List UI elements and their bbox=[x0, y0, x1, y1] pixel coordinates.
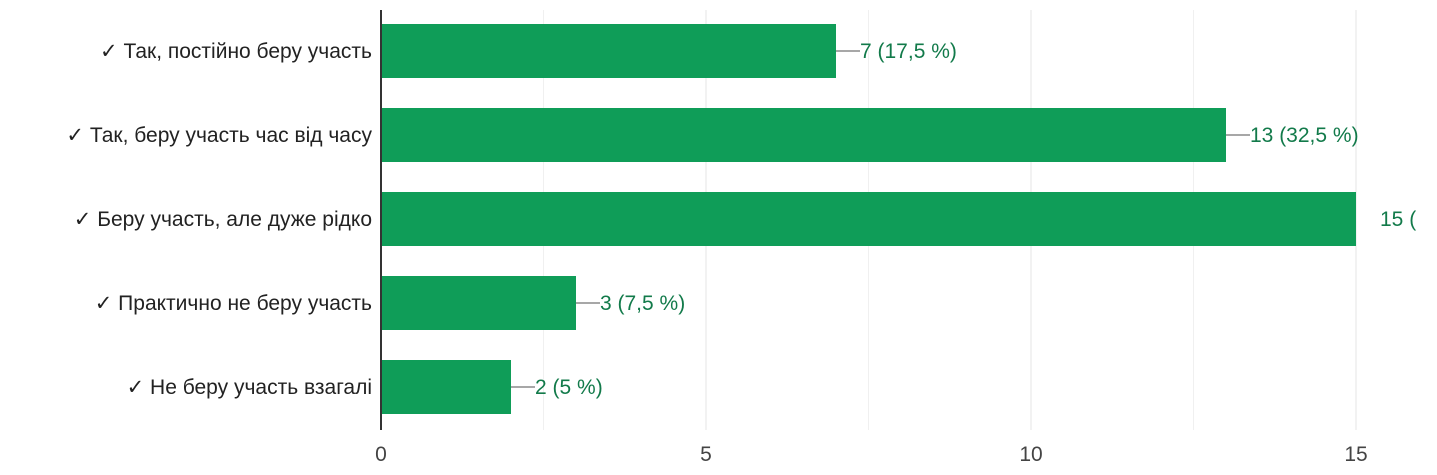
x-tick-label: 10 bbox=[1019, 443, 1042, 466]
x-tick-label: 0 bbox=[375, 443, 387, 466]
data-label: 3 (7,5 %) bbox=[600, 292, 685, 315]
x-tick-label: 5 bbox=[700, 443, 712, 466]
bar bbox=[381, 192, 1356, 246]
bar bbox=[381, 108, 1226, 162]
x-tick-label: 15 bbox=[1344, 443, 1367, 466]
bar bbox=[381, 24, 836, 78]
bars bbox=[381, 24, 1356, 414]
data-label: 15 ( bbox=[1380, 208, 1416, 231]
category-label: ✓ Так, постійно беру участь bbox=[100, 40, 372, 63]
bar bbox=[381, 276, 576, 330]
category-label: ✓ Беру участь, але дуже рідко bbox=[74, 208, 372, 231]
data-label: 2 (5 %) bbox=[535, 376, 603, 399]
category-label: ✓ Практично не беру участь bbox=[95, 292, 372, 315]
data-label: 7 (17,5 %) bbox=[860, 40, 957, 63]
category-label: ✓ Так, беру участь час від часу bbox=[66, 124, 372, 147]
data-label: 13 (32,5 %) bbox=[1250, 124, 1359, 147]
category-label: ✓ Не беру участь взагалі bbox=[127, 376, 372, 399]
bar bbox=[381, 360, 511, 414]
labels: 7 (17,5 %) ✓ Так, постійно беру участь 13 … bbox=[66, 40, 1416, 466]
